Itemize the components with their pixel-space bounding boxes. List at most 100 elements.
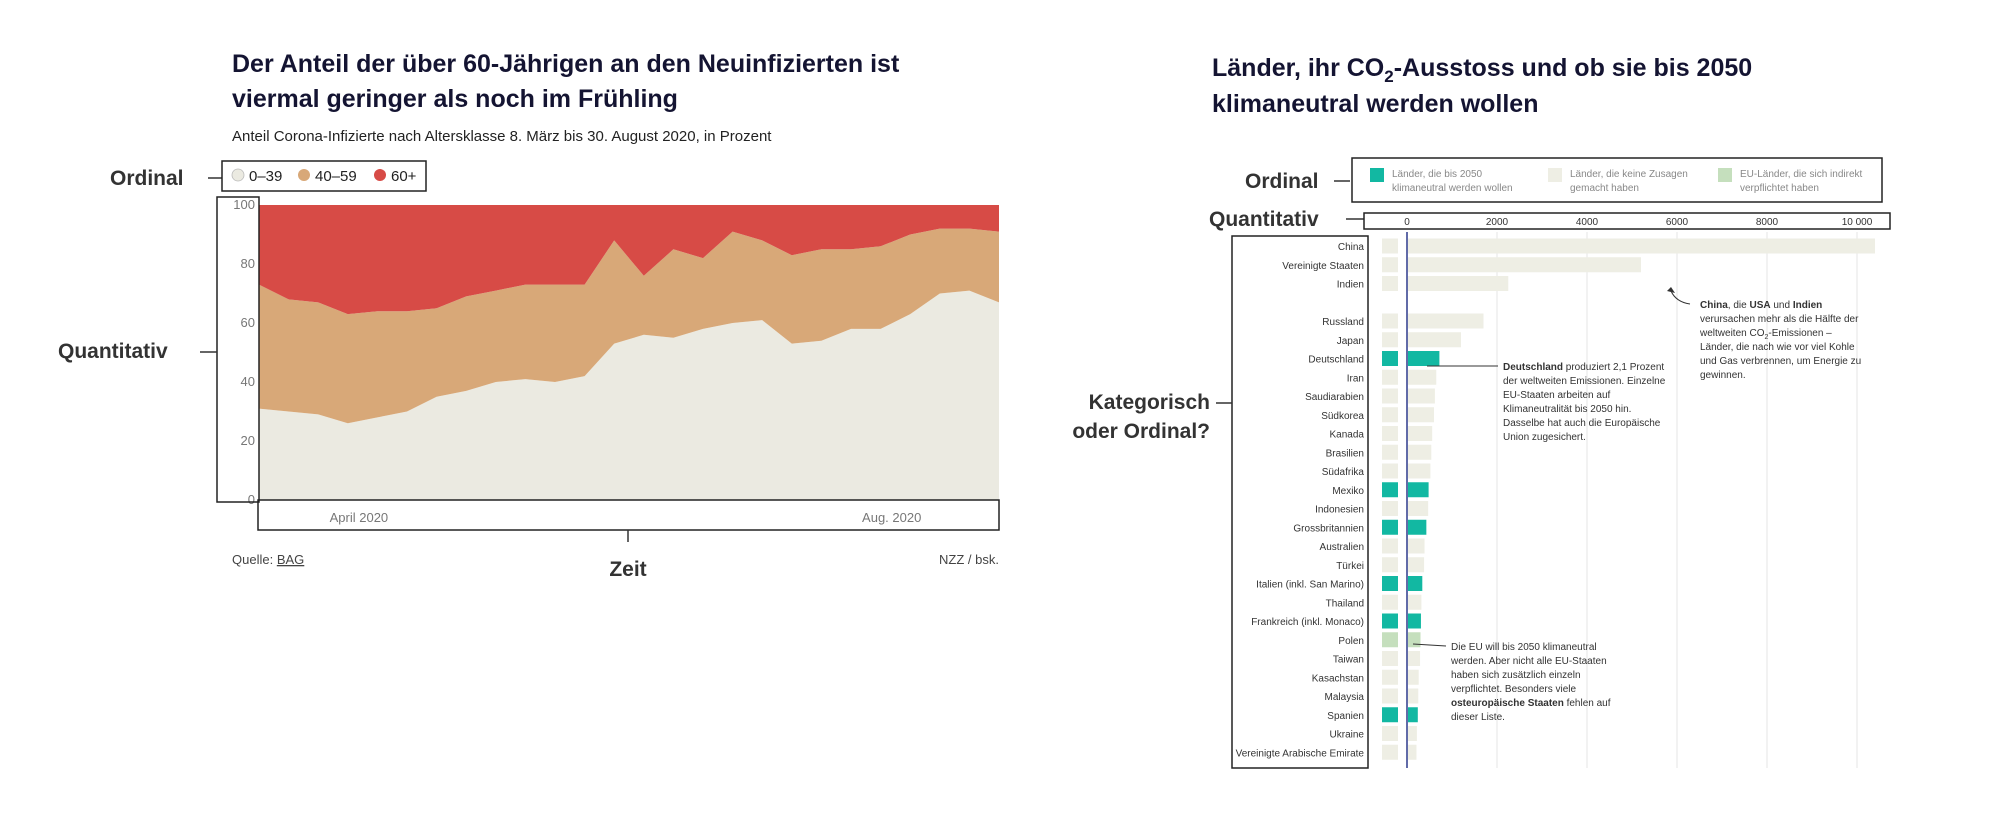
bar — [1408, 463, 1431, 479]
category-label: Südafrika — [1322, 467, 1365, 478]
status-marker — [1382, 426, 1398, 441]
note-china-l5: und Gas verbrennen, um Energie zu — [1700, 356, 1861, 367]
y-tick-label: 80 — [241, 256, 255, 271]
note-china-l3-sub: 2 — [1764, 334, 1768, 341]
bar-x-tick-label: 10 000 — [1842, 217, 1873, 228]
right-annotation-quantitativ: Quantitativ — [1209, 208, 1319, 231]
left-legend-box — [221, 160, 427, 192]
note-china-l1: China, die USA und Indien — [1700, 300, 1822, 311]
bar — [1408, 426, 1433, 441]
note-de-l6: Union zugesichert. — [1503, 432, 1586, 443]
bar-x-tick-label: 8000 — [1756, 217, 1779, 228]
right-title-sub: 2 — [1384, 67, 1393, 86]
bar-x-tick-label: 0 — [1404, 217, 1410, 228]
legend-none-l2: gemacht haben — [1570, 183, 1639, 194]
right-x-axis-box — [1363, 212, 1891, 230]
bar — [1408, 688, 1419, 704]
note-de-l1: Deutschland produziert 2,1 Prozent — [1503, 362, 1664, 373]
right-title-line1: Länder, ihr CO2-Ausstoss und ob sie bis … — [1212, 54, 1752, 86]
status-marker — [1382, 707, 1398, 723]
note-china-b2: USA — [1749, 300, 1770, 311]
legend-label-60-plus: 60+ — [391, 168, 417, 185]
status-marker — [1382, 351, 1398, 366]
bar — [1408, 332, 1461, 348]
status-marker — [1382, 744, 1398, 760]
status-marker — [1382, 501, 1398, 516]
bar — [1408, 519, 1427, 535]
bar — [1408, 369, 1437, 385]
x-axis-ticks: April 2020 Aug. 2020 — [330, 510, 922, 525]
status-marker — [1382, 257, 1398, 273]
left-subtitle: Anteil Corona-Infizierte nach Altersklas… — [232, 128, 772, 145]
status-marker — [1382, 594, 1398, 610]
category-label: Iran — [1347, 373, 1364, 384]
status-marker — [1382, 332, 1398, 348]
note-china-m1: , die — [1728, 300, 1750, 311]
legend-neutral2050-l1: Länder, die bis 2050 — [1392, 169, 1483, 180]
note-china-arrowhead — [1667, 287, 1675, 293]
category-box — [1231, 235, 1369, 769]
category-label: Vereinigte Arabische Emirate — [1236, 748, 1365, 759]
bar — [1408, 407, 1434, 423]
area-series-0–39 — [259, 290, 999, 500]
right-annotation-kategorisch-1: Kategorisch — [1089, 391, 1210, 414]
category-label: Saudiarabien — [1305, 392, 1364, 403]
note-china-b1: China — [1700, 300, 1728, 311]
status-marker — [1382, 538, 1398, 554]
category-label: Südkorea — [1321, 411, 1364, 422]
bar-x-ticks: 0 2000 4000 6000 8000 10 000 — [1404, 217, 1873, 228]
status-marker — [1382, 238, 1398, 254]
legend-swatch-0-39 — [231, 168, 245, 182]
note-china-l3-post: -Emissionen – — [1768, 328, 1832, 339]
y-axis-box — [216, 196, 260, 503]
category-label: Spanien — [1327, 711, 1364, 722]
category-label: Russland — [1322, 317, 1364, 328]
note-china-b3: Indien — [1793, 300, 1822, 311]
left-source: Quelle: BAG — [232, 552, 304, 567]
category-label: Taiwan — [1333, 655, 1364, 666]
category-label: Ukraine — [1330, 730, 1365, 741]
status-marker — [1382, 576, 1398, 591]
note-china-l4: Länder, die nach wie vor viel Kohle — [1700, 342, 1855, 353]
right-annotation-ordinal: Ordinal — [1245, 170, 1319, 193]
category-label: Polen — [1338, 636, 1364, 647]
area-series-40–59 — [259, 228, 999, 424]
status-marker — [1382, 669, 1398, 685]
bar-x-tick-label: 2000 — [1486, 217, 1509, 228]
note-china-l3-pre: weltweiten CO — [1699, 328, 1765, 339]
legend-neutral2050-l2: klimaneutral werden wollen — [1392, 183, 1513, 194]
category-label: Brasilien — [1326, 448, 1364, 459]
bar — [1408, 632, 1421, 648]
status-marker — [1382, 369, 1398, 385]
y-tick-label: 60 — [241, 315, 255, 330]
category-label: Kanada — [1330, 430, 1365, 441]
category-label: Australien — [1320, 542, 1364, 553]
bar — [1408, 388, 1435, 404]
bar — [1408, 444, 1432, 460]
note-china: China, die USA und Indien verursachen me… — [1667, 287, 1861, 381]
bar — [1408, 276, 1509, 291]
status-marker — [1382, 651, 1398, 666]
bar — [1408, 482, 1429, 498]
bar — [1408, 669, 1419, 685]
right-title-post: -Ausstoss und ob sie bis 2050 — [1394, 54, 1752, 82]
legend-swatch-60-plus — [374, 169, 386, 181]
x-tick-label: April 2020 — [330, 510, 389, 525]
note-china-l2: verursachen mehr als die Hälfte der — [1700, 314, 1859, 325]
status-marker — [1382, 557, 1398, 573]
category-label: Malaysia — [1325, 692, 1365, 703]
note-china-m2: und — [1771, 300, 1793, 311]
status-marker — [1382, 482, 1398, 498]
note-eu-connector — [1412, 643, 1447, 647]
area-series-60+ — [259, 205, 999, 315]
source-link[interactable]: BAG — [277, 552, 304, 567]
note-china-l6: gewinnen. — [1700, 370, 1746, 381]
y-tick-label: 0 — [248, 492, 255, 507]
bar-plot: China Vereinigte Staaten Indien Russland Jap… — [1236, 238, 1875, 760]
status-marker — [1382, 519, 1398, 535]
x-tick-label: Aug. 2020 — [862, 510, 921, 525]
note-eu-l5-post: fehlen auf — [1564, 698, 1611, 709]
note-eu-l3: haben sich zusätzlich einzeln — [1451, 670, 1581, 681]
legend-swatch-none — [1548, 168, 1562, 182]
